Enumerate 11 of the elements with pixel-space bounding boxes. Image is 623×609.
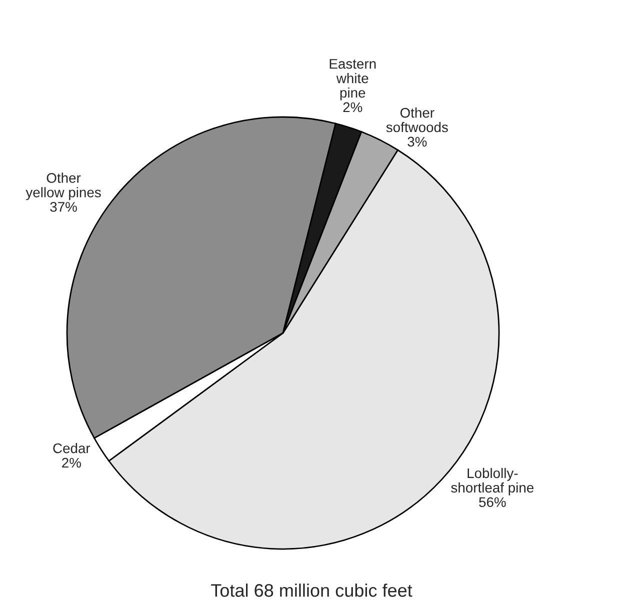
slice-label: Eastern white pine (330, 59, 376, 100)
data-label: 2% (62, 458, 81, 468)
data-label: 37% (50, 202, 77, 212)
slice-label: Other softwoods (386, 108, 448, 132)
slice-label: Loblolly- shortleaf pine (451, 468, 534, 496)
text: Total 68 million cubic feet (211, 584, 412, 597)
data-label: 56% (479, 497, 506, 508)
data-label: 2% (343, 102, 362, 112)
slice-label: Cedar (53, 442, 90, 454)
data-label: 3% (408, 136, 427, 147)
slice-label: Other yellow pines (26, 172, 101, 200)
